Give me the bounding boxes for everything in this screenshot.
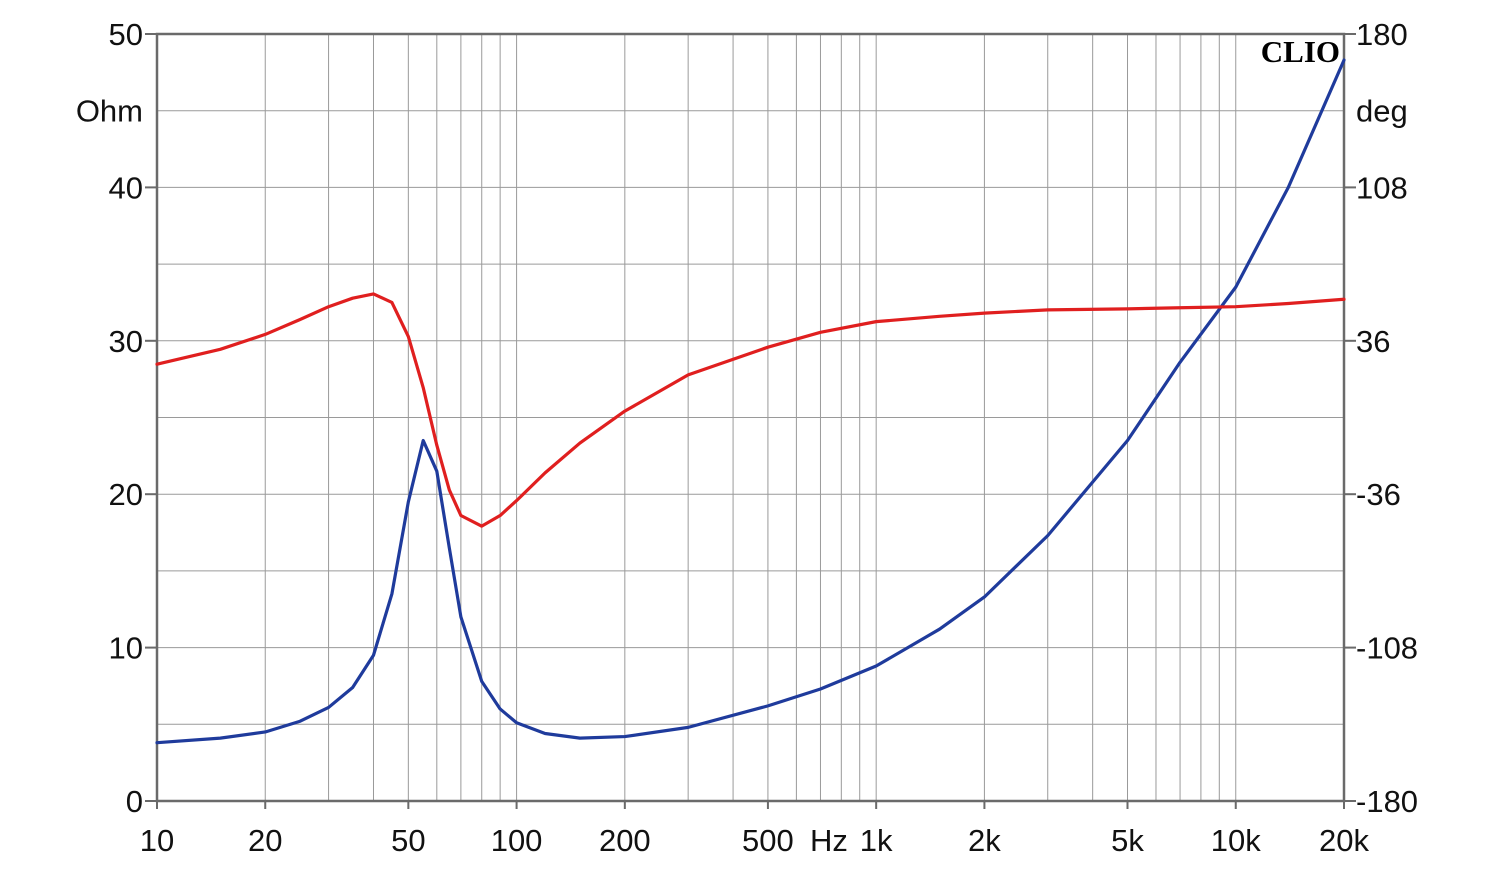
- impedance-curve: [155, 58, 1346, 745]
- right-axis-tick-label: 36: [1356, 324, 1390, 359]
- left-axis-tick-label: 10: [109, 631, 143, 666]
- left-axis-tick-label: 40: [109, 170, 143, 205]
- left-axis-tick-label: 20: [109, 477, 143, 512]
- x-axis-tick-label: 1k: [860, 823, 893, 858]
- x-axis-tick-label: 20k: [1319, 823, 1369, 858]
- plot-frame: [145, 32, 1356, 809]
- left-axis-unit-label: Ohm: [76, 94, 143, 129]
- right-axis-tick-label: 180: [1356, 17, 1408, 52]
- right-axis-tick-label: -36: [1356, 477, 1401, 512]
- series-layer: [155, 58, 1346, 745]
- left-axis-tick-label: 30: [109, 324, 143, 359]
- x-axis-tick-label: 10k: [1211, 823, 1261, 858]
- x-axis-tick-label: 50: [391, 823, 425, 858]
- x-axis-tick-label: 20: [248, 823, 282, 858]
- left-axis-tick-label: 50: [109, 17, 143, 52]
- label-layer: 0 10 20 30 40 50 Ohm -180 -108 -36 36 108 180 deg 10 20…: [76, 17, 1418, 858]
- right-axis-tick-label: -180: [1356, 784, 1418, 819]
- right-axis-tick-label: -108: [1356, 631, 1418, 666]
- x-axis-tick-label: 500: [742, 823, 794, 858]
- x-axis-tick-label: 10: [140, 823, 174, 858]
- x-axis-tick-label: 200: [599, 823, 651, 858]
- x-axis-tick-label: 5k: [1111, 823, 1144, 858]
- x-axis-unit-label: Hz: [810, 823, 848, 858]
- clio-watermark: CLIO: [1261, 34, 1340, 69]
- grid-layer: [157, 34, 1344, 801]
- right-axis-tick-label: 108: [1356, 170, 1408, 205]
- right-axis-unit-label: deg: [1356, 94, 1408, 129]
- x-axis-tick-label: 2k: [968, 823, 1001, 858]
- x-axis-tick-label: 100: [491, 823, 543, 858]
- plot-border: [155, 32, 1346, 803]
- left-axis-tick-label: 0: [126, 784, 143, 819]
- phase-curve: [155, 292, 1346, 528]
